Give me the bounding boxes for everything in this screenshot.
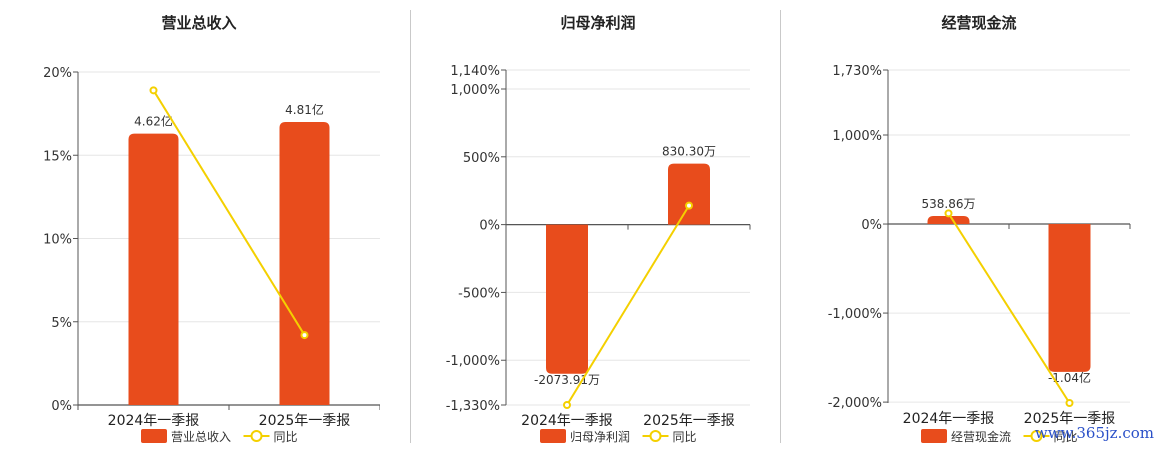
bar-data-label: 4.81亿 bbox=[285, 102, 324, 117]
chart-title: 营业总收入 bbox=[161, 14, 236, 32]
legend-line-marker bbox=[649, 430, 662, 442]
x-category-label: 2024年一季报 bbox=[903, 411, 995, 427]
legend-line-marker bbox=[1030, 430, 1043, 442]
bar-data-label: -2073.91万 bbox=[534, 373, 600, 387]
y-tick-label: -1,330% bbox=[446, 399, 500, 414]
y-tick-label: 0% bbox=[51, 399, 72, 414]
panel-divider bbox=[410, 10, 411, 443]
watermark: www.365jz.com bbox=[1034, 424, 1154, 442]
chart-title: 经营现金流 bbox=[941, 14, 1016, 32]
legend-line-label: 同比 bbox=[673, 430, 697, 444]
yoy-point bbox=[685, 201, 693, 210]
bar-data-label: 538.86万 bbox=[922, 197, 976, 211]
x-category-label: 2025年一季报 bbox=[1024, 411, 1116, 427]
chart-panel-net-profit: 归母净利润 1,140% 1,000% 500% 0% -500% -1,000% -1,33… bbox=[446, 14, 751, 444]
y-tick-label: 500% bbox=[463, 151, 500, 166]
y-tick-label: -500% bbox=[458, 286, 500, 301]
yoy-line bbox=[152, 89, 306, 336]
legend-bar-swatch bbox=[141, 429, 167, 443]
bar bbox=[546, 224, 588, 374]
legend-line-label: 同比 bbox=[274, 430, 298, 444]
legend-line-label: 同比 bbox=[1054, 430, 1078, 444]
yoy-point bbox=[149, 86, 158, 95]
chart-title: 归母净利润 bbox=[560, 14, 635, 32]
chart-panel-cashflow: 经营现金流 1,730% 1,000% 0% -1,000% -2,000% 538.86万… bbox=[828, 14, 1131, 444]
y-tick-label: 1,140% bbox=[450, 64, 500, 79]
x-category-label: 2025年一季报 bbox=[259, 413, 351, 429]
bar-data-label: 830.30万 bbox=[662, 145, 716, 159]
yoy-point bbox=[563, 401, 571, 409]
legend-bar-swatch bbox=[921, 429, 947, 443]
yoy-line bbox=[566, 205, 690, 406]
legend-line-marker bbox=[250, 430, 263, 442]
yoy-point bbox=[300, 331, 309, 340]
bar bbox=[1048, 224, 1091, 372]
y-tick-label: -1,000% bbox=[446, 354, 500, 369]
y-tick-label: 1,730% bbox=[832, 64, 882, 79]
y-tick-label: 10% bbox=[43, 233, 72, 248]
bar bbox=[279, 121, 330, 405]
chart-panel-revenue: 营业总收入 0% 5% 10% 15% 20% 4.62亿 4.81亿 2024年一季报 2025… bbox=[43, 14, 380, 444]
y-tick-label: -1,000% bbox=[828, 307, 882, 322]
bar bbox=[128, 133, 179, 406]
x-category-label: 2024年一季报 bbox=[521, 413, 613, 429]
bar-data-label: 4.62亿 bbox=[134, 114, 173, 129]
legend-bar-swatch bbox=[540, 429, 566, 443]
legend-bar-label: 经营现金流 bbox=[951, 429, 1011, 444]
y-tick-label: 1,000% bbox=[832, 129, 882, 144]
x-category-label: 2025年一季报 bbox=[643, 413, 735, 429]
legend-bar-label: 营业总收入 bbox=[171, 430, 231, 444]
legend-bar-label: 归母净利润 bbox=[570, 430, 630, 444]
yoy-point bbox=[944, 209, 953, 218]
y-tick-label: -2,000% bbox=[828, 396, 882, 411]
y-tick-label: 20% bbox=[43, 66, 72, 81]
panel-divider bbox=[780, 10, 781, 443]
y-tick-label: 0% bbox=[861, 218, 882, 233]
bar bbox=[927, 216, 970, 225]
yoy-point bbox=[1065, 399, 1074, 407]
bar-data-label: -1.04亿 bbox=[1048, 370, 1091, 385]
y-tick-label: 0% bbox=[479, 219, 500, 234]
bar bbox=[668, 163, 710, 225]
y-tick-label: 15% bbox=[43, 149, 72, 164]
y-tick-label: 5% bbox=[51, 316, 72, 331]
y-tick-label: 1,000% bbox=[450, 83, 500, 98]
yoy-line bbox=[947, 212, 1071, 404]
x-category-label: 2024年一季报 bbox=[108, 413, 200, 429]
